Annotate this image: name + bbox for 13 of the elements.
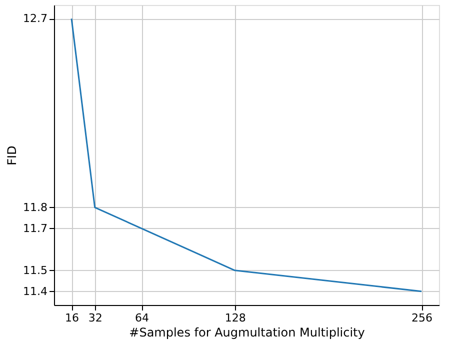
y-tick-label: 11.5 bbox=[23, 264, 48, 277]
x-tick-label: 32 bbox=[88, 312, 102, 324]
x-tick-label: 256 bbox=[412, 312, 432, 324]
line-series bbox=[70, 18, 422, 292]
y-tick-label: 11.4 bbox=[23, 284, 48, 298]
y-axis-title: FID bbox=[5, 146, 20, 166]
x-axis-title: #Samples for Augmultation Multiplicity bbox=[129, 326, 365, 340]
y-tick-label: 11.7 bbox=[23, 222, 48, 235]
x-tick-label: 128 bbox=[224, 312, 246, 324]
x-tick-label: 64 bbox=[135, 312, 149, 324]
y-tick-label: 12.7 bbox=[23, 12, 48, 26]
y-tick-label: 11.8 bbox=[23, 200, 48, 214]
x-tick-label: 16 bbox=[65, 312, 79, 324]
